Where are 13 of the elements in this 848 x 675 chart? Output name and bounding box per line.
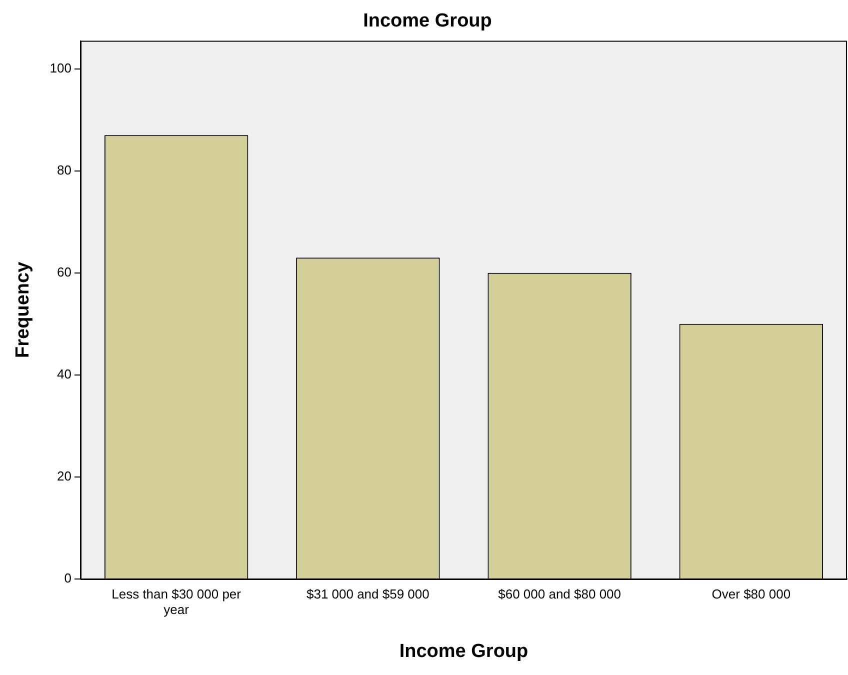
x-tick-label: Over $80 000 bbox=[712, 586, 791, 602]
x-tick-label: $60 000 and $80 000 bbox=[498, 586, 622, 602]
y-tick-label: 100 bbox=[50, 60, 72, 76]
x-tick-label: Less than $30 000 per year bbox=[112, 586, 242, 617]
y-tick-label: 60 bbox=[57, 264, 72, 280]
y-tick-label: 0 bbox=[64, 570, 72, 586]
y-axis-title: Frequency bbox=[12, 261, 34, 358]
y-tick-label: 80 bbox=[57, 162, 72, 178]
x-axis-title: Income Group bbox=[399, 640, 528, 662]
y-tick-label: 40 bbox=[57, 366, 72, 382]
y-tick-label: 20 bbox=[57, 468, 72, 484]
chart-title: Income Group bbox=[363, 10, 492, 32]
x-tick-label: $31 000 and $59 000 bbox=[306, 586, 430, 602]
